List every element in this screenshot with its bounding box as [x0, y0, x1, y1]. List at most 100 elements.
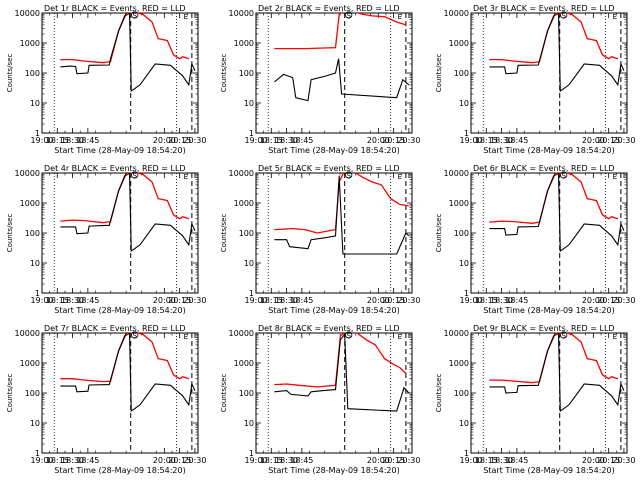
y-tick-label: 1 — [249, 289, 254, 298]
x-tick-label: 18:45 — [290, 136, 313, 145]
x-tick-label: 18:15 — [46, 136, 69, 145]
end-marker-label: E — [398, 333, 402, 341]
events-series-line — [274, 175, 410, 255]
y-tick-label: 1000 — [449, 359, 469, 368]
y-tick-label: 100 — [454, 229, 469, 238]
reference-lines — [482, 173, 622, 293]
plot-frame — [41, 172, 199, 294]
y-tick-label: 10000 — [229, 329, 254, 338]
panel-4: Det 4r BLACK = Events, RED = LLD 1 10 100 10… — [6, 164, 206, 315]
y-tick-label: 10 — [30, 259, 40, 268]
lld-series-line — [60, 173, 190, 224]
panel-1: Det 1r BLACK = Events, RED = LLD 1 10 100 10… — [6, 4, 206, 155]
panel-title: Det 5r BLACK = Events, RED = LLD — [258, 164, 400, 173]
x-tick-label: 20:15 — [382, 456, 405, 465]
x-tick-label: 18:30 — [275, 456, 298, 465]
x-tick-label: 18:45 — [290, 456, 313, 465]
x-axis-label: Start Time (28-May-09 18:54:20) — [483, 146, 614, 155]
x-tick-label: 18:15 — [46, 456, 69, 465]
events-series-line — [274, 58, 410, 102]
x-tick-label: 20:15 — [597, 296, 620, 305]
x-tick-label: 20:30 — [397, 136, 420, 145]
x-tick-label: 20:00 — [582, 296, 605, 305]
end-marker-label: E — [613, 13, 617, 21]
plot-frame — [470, 12, 628, 134]
plot-frame — [470, 332, 628, 454]
start-marker-circle — [345, 331, 353, 339]
y-tick-label: 100 — [239, 229, 254, 238]
end-marker-label: E — [613, 333, 617, 341]
lld-series-line — [60, 13, 190, 64]
y-tick-label: 1000 — [20, 359, 40, 368]
start-marker-label: S — [561, 12, 566, 20]
panel-title: Det 7r BLACK = Events, RED = LLD — [44, 324, 186, 333]
x-tick-label: 20:30 — [183, 136, 206, 145]
x-tick-label: 19:00 — [244, 456, 267, 465]
panel-title: Det 2r BLACK = Events, RED = LLD — [258, 4, 400, 13]
x-tick-label: 20:15 — [168, 136, 191, 145]
x-tick-label: 20:30 — [612, 456, 635, 465]
y-tick-label: 10000 — [444, 329, 469, 338]
panel-9: Det 9r BLACK = Events, RED = LLD 1 10 100 10… — [435, 324, 635, 475]
x-tick-label: 18:15 — [260, 136, 283, 145]
start-marker-label: S — [346, 332, 351, 340]
x-tick-label: 19:00 — [459, 456, 482, 465]
events-series-line — [60, 333, 196, 413]
x-tick-label: 19:00 — [244, 136, 267, 145]
panel-title: Det 9r BLACK = Events, RED = LLD — [473, 324, 615, 333]
y-axis-label: Counts/sec — [220, 374, 228, 413]
x-tick-label: 20:00 — [367, 296, 390, 305]
x-axis-label: Start Time (28-May-09 18:54:20) — [268, 306, 399, 315]
start-marker-label: S — [561, 332, 566, 340]
y-tick-label: 10 — [244, 259, 254, 268]
y-tick-label: 100 — [454, 389, 469, 398]
y-axis-label: Counts/sec — [435, 214, 443, 253]
lld-series-line — [489, 13, 619, 64]
y-tick-label: 1000 — [449, 39, 469, 48]
x-tick-label: 20:00 — [367, 456, 390, 465]
y-tick-label: 100 — [239, 69, 254, 78]
panel-title: Det 3r BLACK = Events, RED = LLD — [473, 4, 615, 13]
x-tick-label: 18:15 — [475, 136, 498, 145]
y-tick-label: 1 — [464, 129, 469, 138]
y-tick-label: 10 — [30, 419, 40, 428]
y-tick-label: 10000 — [229, 9, 254, 18]
x-tick-label: 19:00 — [30, 456, 53, 465]
x-tick-label: 20:15 — [597, 456, 620, 465]
y-tick-label: 100 — [25, 69, 40, 78]
x-tick-label: 20:00 — [367, 136, 390, 145]
events-series-line — [274, 333, 410, 412]
end-marker-label: E — [184, 13, 188, 21]
start-marker-circle — [560, 331, 568, 339]
y-tick-label: 10 — [459, 259, 469, 268]
x-tick-label: 18:30 — [61, 296, 84, 305]
x-tick-label: 20:30 — [397, 456, 420, 465]
reference-lines — [267, 333, 407, 453]
x-tick-label: 20:00 — [153, 296, 176, 305]
x-tick-label: 18:30 — [61, 136, 84, 145]
start-marker-label: S — [561, 172, 566, 180]
y-axis-ticks: 1 10 100 1000 10000 — [15, 9, 198, 138]
x-tick-label: 20:00 — [582, 456, 605, 465]
y-tick-label: 1 — [249, 449, 254, 458]
start-marker-circle — [345, 171, 353, 179]
x-tick-label: 20:30 — [397, 296, 420, 305]
lld-series-line — [489, 333, 619, 384]
y-tick-label: 100 — [239, 389, 254, 398]
x-tick-label: 19:00 — [30, 136, 53, 145]
y-tick-label: 100 — [454, 69, 469, 78]
lld-series-line — [489, 173, 619, 224]
events-series-line — [489, 13, 625, 93]
panel-title: Det 6r BLACK = Events, RED = LLD — [473, 164, 615, 173]
plot-frame — [255, 332, 413, 454]
y-tick-label: 10 — [459, 99, 469, 108]
y-tick-label: 1000 — [20, 199, 40, 208]
y-tick-label: 1 — [464, 449, 469, 458]
y-axis-label: Counts/sec — [220, 214, 228, 253]
